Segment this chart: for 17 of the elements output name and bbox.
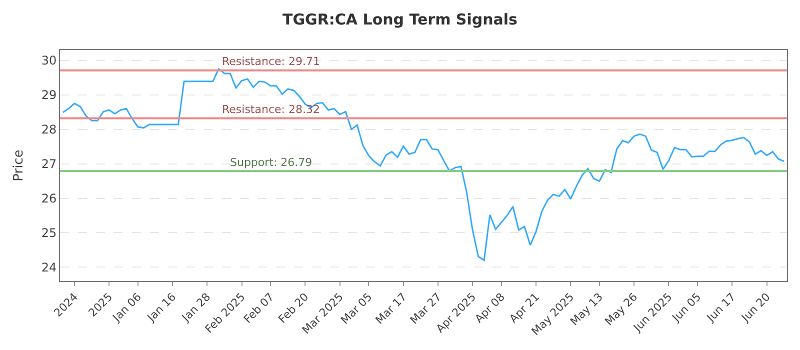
chart-title: TGGR:CA Long Term Signals: [282, 10, 518, 28]
line-series: [62, 68, 785, 262]
x-tick-label: Jun 17: [704, 290, 738, 325]
ref-line-label: Resistance: 29.71: [222, 55, 320, 68]
y-axis-title: Price: [11, 150, 26, 182]
y-tick-label: 26: [41, 191, 57, 206]
y-tick-label: 24: [41, 260, 57, 274]
x-tick-label: Jan 16: [144, 290, 179, 325]
y-tick-label: 27: [41, 156, 57, 171]
y-tick-label: 25: [41, 226, 57, 240]
y-tick-label: 30: [41, 54, 57, 68]
ref-line-label: Resistance: 28.32: [222, 103, 320, 116]
x-tick-label: Mar 17: [373, 290, 410, 327]
x-tick-label: Jun 20: [738, 290, 773, 325]
ref-line-label: Support: 26.79: [230, 156, 312, 169]
y-tick-label: 29: [41, 88, 57, 102]
y-tick-label: 28: [41, 122, 57, 136]
